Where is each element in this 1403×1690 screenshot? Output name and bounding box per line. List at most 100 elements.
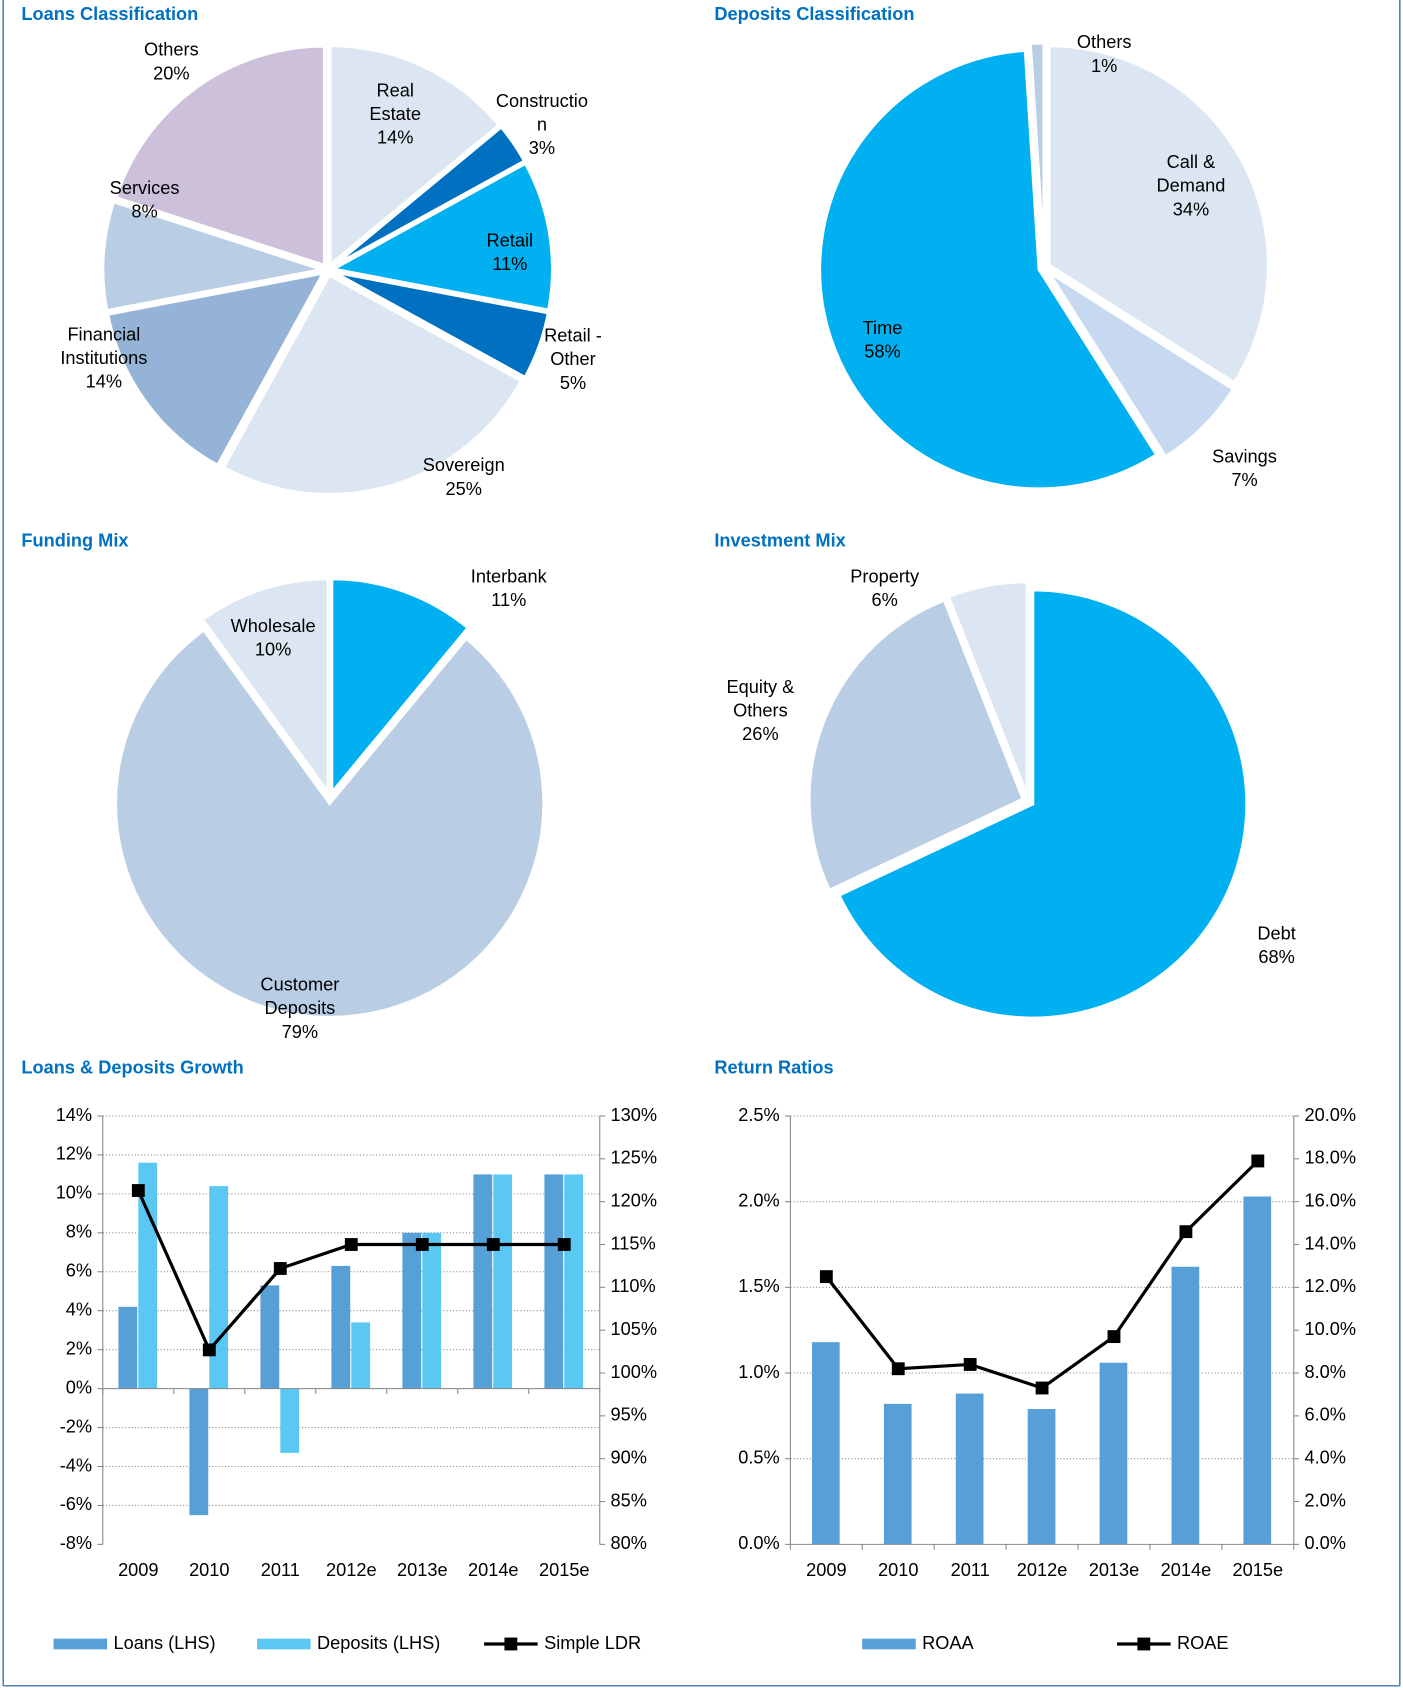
y-tick-label: -2% — [60, 1416, 92, 1436]
x-tick-label: 2012e — [1017, 1560, 1068, 1580]
bar — [493, 1174, 513, 1389]
bar — [544, 1174, 564, 1389]
line-marker — [344, 1238, 358, 1251]
y2-tick-label: 110% — [610, 1276, 655, 1296]
x-tick-label: 2011 — [951, 1560, 990, 1580]
x-tick-label: 2013e — [397, 1560, 448, 1580]
slice-name: Time — [862, 318, 903, 339]
pie-slice — [105, 270, 327, 468]
chart-title: Deposits Classification — [714, 4, 914, 24]
y-tick-label: 12% — [56, 1144, 92, 1164]
slice-name: Customer Deposits — [260, 974, 340, 1019]
y2-tick-label: 12.0% — [1304, 1276, 1356, 1296]
slice-name: Real Estate — [369, 80, 422, 125]
y-tick-label: 10% — [56, 1183, 92, 1203]
slice-value: 11% — [492, 253, 528, 275]
slice-label: Property 6% — [836, 565, 932, 612]
legend-marker — [1137, 1637, 1151, 1651]
y2-tick-label: 80% — [610, 1533, 646, 1553]
slice-name: Equity & Others — [726, 676, 795, 721]
slice-name: Retail — [486, 230, 534, 251]
pie-slice — [331, 270, 551, 380]
slice-value: 25% — [445, 478, 482, 500]
bar — [564, 1174, 584, 1389]
y2-tick-label: 0.0% — [1304, 1533, 1345, 1553]
line-marker — [819, 1270, 833, 1284]
y2-tick-label: 10.0% — [1304, 1319, 1356, 1339]
line-marker — [415, 1238, 429, 1251]
bar — [1243, 1196, 1272, 1545]
x-tick-label: 2014e — [468, 1560, 519, 1580]
y-tick-label: 2.5% — [738, 1105, 779, 1125]
slice-label: Retail 11% — [467, 229, 553, 276]
y-tick-label: 1.5% — [738, 1276, 779, 1296]
slice-value: 26% — [742, 723, 779, 745]
slice-value: 14% — [376, 127, 414, 148]
pie-slice — [101, 199, 323, 313]
y2-tick-label: 100% — [610, 1362, 657, 1382]
chart-title: Funding Mix — [21, 531, 128, 551]
slice-value: 14% — [85, 371, 123, 392]
y2-tick-label: 95% — [610, 1405, 646, 1425]
line-marker — [202, 1343, 216, 1357]
x-tick-label: 2011 — [261, 1560, 300, 1580]
slice-value: 34% — [1172, 199, 1210, 220]
slice-value: 5% — [559, 372, 587, 394]
y2-tick-label: 120% — [610, 1190, 657, 1210]
slice-label: Real Estate 14% — [363, 79, 427, 150]
bar — [955, 1393, 984, 1545]
line-marker — [131, 1184, 145, 1197]
slice-value: 58% — [864, 341, 901, 362]
bar — [209, 1186, 229, 1389]
x-tick-label: 2015e — [539, 1560, 590, 1580]
legend-label: ROAE — [1177, 1633, 1229, 1653]
line-marker — [1179, 1225, 1193, 1239]
slice-label: Others 20% — [129, 39, 215, 86]
pie-slice — [113, 627, 546, 1019]
slice-name: Retail - Other — [544, 325, 602, 370]
bar — [473, 1174, 493, 1389]
y2-tick-label: 90% — [610, 1448, 646, 1468]
y-tick-label: 14% — [56, 1105, 92, 1125]
pie-slice — [331, 124, 527, 269]
slice-label: Sovereign 25% — [410, 454, 517, 501]
x-tick-label: 2012e — [326, 1560, 377, 1580]
slice-value: 68% — [1258, 946, 1295, 968]
slice-value: 3% — [528, 138, 556, 159]
slice-value: 1% — [1091, 55, 1118, 77]
slice-value: 11% — [491, 590, 527, 611]
slice-label: Debt 68% — [1245, 922, 1309, 969]
pie-slice — [328, 43, 502, 269]
y2-tick-label: 8.0% — [1304, 1362, 1345, 1382]
slice-value: 10% — [254, 639, 292, 660]
chart-title: Investment Mix — [714, 531, 845, 551]
pie-slice — [1046, 270, 1236, 460]
y-tick-label: 6% — [66, 1261, 92, 1281]
x-tick-label: 2010 — [878, 1560, 918, 1580]
slice-name: Call & Demand — [1156, 152, 1226, 196]
y2-tick-label: 2.0% — [1304, 1490, 1345, 1510]
slice-label: Services 8% — [102, 177, 188, 224]
line-marker — [891, 1362, 905, 1376]
slice-label: Retail - Other 5% — [536, 325, 611, 396]
legend-swatch — [862, 1638, 916, 1650]
line-marker — [557, 1238, 571, 1251]
y2-tick-label: 130% — [610, 1105, 657, 1125]
y2-tick-label: 16.0% — [1304, 1190, 1356, 1210]
slice-value: 6% — [871, 590, 898, 611]
bar — [1027, 1409, 1056, 1545]
y-tick-label: -6% — [60, 1494, 92, 1514]
bar — [351, 1322, 371, 1389]
y-tick-label: 0.5% — [738, 1448, 779, 1468]
pie-slice — [328, 161, 555, 313]
x-tick-label: 2015e — [1233, 1560, 1284, 1580]
bar — [422, 1232, 442, 1389]
y-tick-label: 2% — [66, 1338, 92, 1358]
pie-slice — [200, 576, 330, 798]
slice-value: 20% — [153, 63, 190, 84]
pie-slice — [1028, 41, 1046, 263]
pie-slice — [221, 272, 524, 497]
